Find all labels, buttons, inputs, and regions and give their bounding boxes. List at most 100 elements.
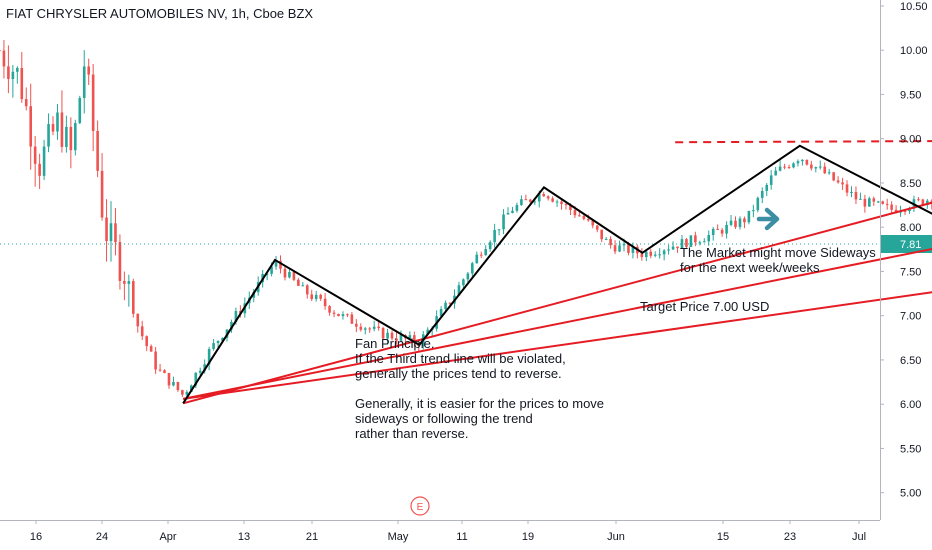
chart-title: FIAT CHRYSLER AUTOMOBILES NV, 1h, Cboe B… bbox=[6, 6, 314, 21]
candle-body bbox=[698, 242, 702, 244]
price-tick-label: 6.50 bbox=[900, 355, 921, 367]
fan-trend-line bbox=[183, 291, 932, 400]
candle-body bbox=[305, 285, 309, 295]
candle-body bbox=[595, 225, 599, 230]
candle-body bbox=[872, 198, 876, 202]
candle-body bbox=[33, 146, 37, 164]
candle-body bbox=[743, 218, 746, 223]
candle-body bbox=[832, 172, 835, 181]
candle-body bbox=[658, 254, 661, 256]
candle-body bbox=[359, 326, 363, 330]
candle-body bbox=[890, 204, 893, 210]
right-arrow-icon bbox=[756, 207, 780, 231]
candle-body bbox=[921, 199, 925, 206]
candle-body bbox=[7, 66, 10, 80]
candle-body bbox=[118, 242, 122, 281]
price-tick-label: 10.50 bbox=[900, 1, 928, 13]
candle-body bbox=[560, 201, 563, 205]
candle-body bbox=[145, 336, 148, 347]
candle-body bbox=[16, 67, 19, 72]
candle-body bbox=[181, 390, 184, 395]
candle-body bbox=[515, 204, 519, 211]
sideways-note: The Market might move Sideways for the n… bbox=[680, 245, 876, 275]
candle-body bbox=[212, 343, 215, 349]
candle-body bbox=[564, 204, 568, 206]
candle-body bbox=[711, 228, 715, 236]
time-tick-label: Apr bbox=[159, 531, 176, 543]
resistance-line bbox=[675, 140, 932, 144]
candle-body bbox=[859, 198, 862, 200]
candle-body bbox=[506, 212, 510, 215]
candle-body bbox=[903, 210, 907, 212]
candle-body bbox=[702, 241, 706, 243]
candle-body bbox=[65, 126, 68, 147]
time-tick-label: 19 bbox=[522, 531, 534, 543]
earnings-marker-label: E bbox=[417, 502, 424, 513]
candle-body bbox=[167, 372, 171, 386]
candle-body bbox=[207, 348, 211, 365]
candle-body bbox=[216, 340, 220, 344]
candle-body bbox=[738, 218, 742, 228]
current-price-badge bbox=[881, 235, 932, 253]
candle-body bbox=[314, 294, 318, 300]
candle-body bbox=[60, 112, 64, 147]
candle-body bbox=[198, 370, 202, 373]
candle-body bbox=[288, 271, 291, 278]
candle-body bbox=[533, 201, 537, 203]
price-tick-label: 9.50 bbox=[900, 89, 921, 101]
candle-body bbox=[471, 263, 474, 274]
candle-body bbox=[413, 335, 416, 343]
candle-body bbox=[283, 268, 287, 278]
candle-body bbox=[194, 372, 198, 386]
candle-body bbox=[707, 235, 711, 242]
candle-body bbox=[908, 208, 911, 212]
candle-body bbox=[390, 332, 394, 339]
time-tick-label: 13 bbox=[238, 531, 250, 543]
candle-body bbox=[520, 199, 523, 205]
candle-body bbox=[783, 166, 786, 168]
candles bbox=[0, 39, 932, 400]
candle-body bbox=[292, 271, 296, 280]
candle-body bbox=[609, 239, 612, 246]
candle-body bbox=[0, 50, 1, 52]
candle-body bbox=[537, 193, 541, 202]
candle-body bbox=[569, 204, 572, 211]
candle-body bbox=[845, 184, 849, 193]
candle-body bbox=[158, 369, 162, 371]
candle-body bbox=[631, 246, 635, 253]
candle-body bbox=[613, 245, 617, 252]
earnings-marker-circle bbox=[410, 496, 430, 516]
candle-body bbox=[720, 229, 724, 234]
candle-body bbox=[573, 210, 577, 216]
candle-body bbox=[769, 175, 773, 185]
candle-body bbox=[881, 201, 885, 204]
candle-body bbox=[542, 193, 545, 197]
candle-body bbox=[355, 323, 358, 327]
candle-body bbox=[760, 190, 764, 198]
candle-body bbox=[591, 220, 595, 226]
price-tick-label: 7.00 bbox=[900, 311, 921, 323]
candle-body bbox=[319, 294, 322, 299]
candle-body bbox=[337, 313, 340, 317]
candle-body bbox=[234, 311, 238, 322]
candle-body bbox=[189, 385, 193, 393]
candle-body bbox=[479, 254, 483, 256]
candle-body bbox=[38, 163, 41, 176]
candle-body bbox=[488, 242, 492, 250]
price-tick-label: 8.50 bbox=[900, 178, 921, 190]
candle-body bbox=[587, 218, 590, 221]
candle-body bbox=[386, 332, 389, 339]
candle-body bbox=[127, 281, 131, 284]
candle-body bbox=[618, 245, 621, 252]
candle-body bbox=[841, 182, 844, 185]
candle-body bbox=[377, 326, 380, 329]
candle-body bbox=[716, 228, 719, 230]
candle-body bbox=[649, 251, 653, 256]
candle-body bbox=[653, 254, 657, 256]
candle-body bbox=[787, 166, 791, 168]
candle-body bbox=[341, 314, 345, 317]
candle-body bbox=[756, 197, 760, 211]
time-tick-label: 21 bbox=[306, 531, 318, 543]
